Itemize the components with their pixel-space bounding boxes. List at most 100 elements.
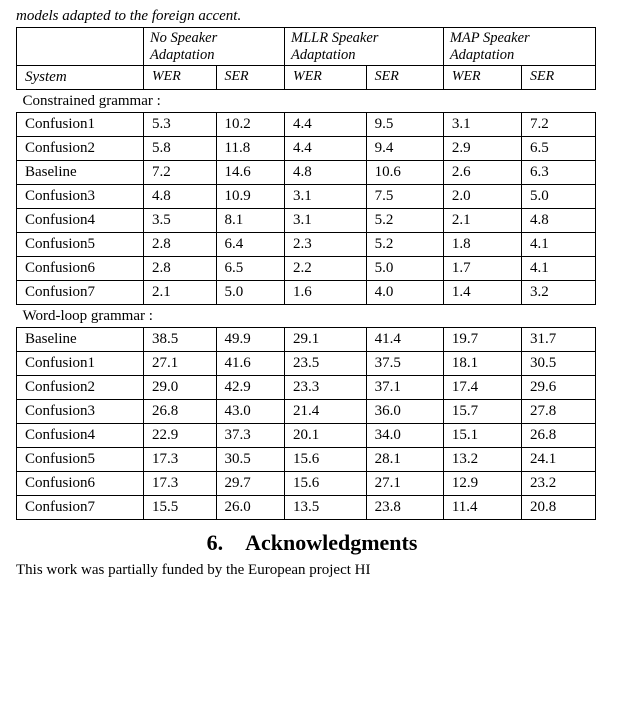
- cell: 23.2: [522, 472, 596, 496]
- cell: 28.1: [366, 448, 443, 472]
- cell: 20.1: [285, 424, 367, 448]
- trailing-text: This work was partially funded by the Eu…: [16, 562, 608, 579]
- cell: 3.5: [144, 209, 217, 233]
- cell: 36.0: [366, 400, 443, 424]
- cell: 15.5: [144, 496, 217, 520]
- cell: 4.8: [522, 209, 596, 233]
- cell: 15.7: [443, 400, 521, 424]
- table-row: Confusion517.330.515.628.113.224.1: [17, 448, 596, 472]
- cell-system: Confusion3: [17, 185, 144, 209]
- header-row-groups: No Speaker Adaptation MLLR Speaker Adapt…: [17, 28, 596, 66]
- results-table: No Speaker Adaptation MLLR Speaker Adapt…: [16, 27, 596, 520]
- cell: 13.5: [285, 496, 367, 520]
- cell: 38.5: [144, 328, 217, 352]
- cell: 4.0: [366, 281, 443, 305]
- cell: 7.2: [144, 161, 217, 185]
- cell: 10.6: [366, 161, 443, 185]
- cell: 49.9: [216, 328, 285, 352]
- cell: 29.0: [144, 376, 217, 400]
- cell: 5.3: [144, 113, 217, 137]
- cell: 1.7: [443, 257, 521, 281]
- cell: 29.6: [522, 376, 596, 400]
- cell: 2.0: [443, 185, 521, 209]
- table-row: Confusion326.843.021.436.015.727.8: [17, 400, 596, 424]
- section-title-1: Word-loop grammar :: [17, 305, 596, 328]
- cell-system: Confusion4: [17, 209, 144, 233]
- cell: 17.4: [443, 376, 521, 400]
- cell: 30.5: [216, 448, 285, 472]
- header-mllr-adapt: MLLR Speaker Adaptation: [285, 28, 444, 66]
- cell: 20.8: [522, 496, 596, 520]
- cell: 6.5: [522, 137, 596, 161]
- cell: 26.8: [522, 424, 596, 448]
- cell: 5.8: [144, 137, 217, 161]
- cell: 23.3: [285, 376, 367, 400]
- cell: 5.0: [216, 281, 285, 305]
- cell: 22.9: [144, 424, 217, 448]
- header-row-sub: System WER SER WER SER WER SER: [17, 66, 596, 90]
- cell: 11.4: [443, 496, 521, 520]
- header-no-adapt: No Speaker Adaptation: [144, 28, 285, 66]
- table-row: Confusion62.86.52.25.01.74.1: [17, 257, 596, 281]
- cell: 6.3: [522, 161, 596, 185]
- cell: 15.1: [443, 424, 521, 448]
- table-row: Confusion127.141.623.537.518.130.5: [17, 352, 596, 376]
- cell: 3.2: [522, 281, 596, 305]
- cell: 37.5: [366, 352, 443, 376]
- table-row: Confusion422.937.320.134.015.126.8: [17, 424, 596, 448]
- sub-ser-1: SER: [366, 66, 443, 90]
- table-row: Confusion52.86.42.35.21.84.1: [17, 233, 596, 257]
- cell: 8.1: [216, 209, 285, 233]
- cell: 41.4: [366, 328, 443, 352]
- section-title-0: Constrained grammar :: [17, 90, 596, 113]
- cell: 42.9: [216, 376, 285, 400]
- table-row: Confusion229.042.923.337.117.429.6: [17, 376, 596, 400]
- cell: 6.5: [216, 257, 285, 281]
- cell: 5.2: [366, 209, 443, 233]
- table-row: Baseline38.549.929.141.419.731.7: [17, 328, 596, 352]
- cell: 27.1: [144, 352, 217, 376]
- section-title-row: Constrained grammar :: [17, 90, 596, 113]
- table-row: Confusion617.329.715.627.112.923.2: [17, 472, 596, 496]
- cell: 2.8: [144, 257, 217, 281]
- cell-system: Confusion2: [17, 376, 144, 400]
- cell: 9.5: [366, 113, 443, 137]
- cell: 26.8: [144, 400, 217, 424]
- cell: 17.3: [144, 472, 217, 496]
- cell: 27.1: [366, 472, 443, 496]
- cell: 1.8: [443, 233, 521, 257]
- cell-system: Confusion3: [17, 400, 144, 424]
- table-row: Confusion15.310.24.49.53.17.2: [17, 113, 596, 137]
- cell: 29.1: [285, 328, 367, 352]
- cell: 15.6: [285, 448, 367, 472]
- cell: 3.1: [285, 209, 367, 233]
- header-blank: [17, 28, 144, 66]
- cell-system: Confusion1: [17, 113, 144, 137]
- section-title-row: Word-loop grammar :: [17, 305, 596, 328]
- cell: 1.6: [285, 281, 367, 305]
- cell: 5.2: [366, 233, 443, 257]
- cell: 3.1: [443, 113, 521, 137]
- table-row: Confusion72.15.01.64.01.43.2: [17, 281, 596, 305]
- table-row: Confusion34.810.93.17.52.05.0: [17, 185, 596, 209]
- header-system: System: [17, 66, 144, 90]
- cell: 2.6: [443, 161, 521, 185]
- cell: 2.3: [285, 233, 367, 257]
- cell: 23.8: [366, 496, 443, 520]
- table-row: Confusion715.526.013.523.811.420.8: [17, 496, 596, 520]
- cell: 1.4: [443, 281, 521, 305]
- cell: 14.6: [216, 161, 285, 185]
- cell: 13.2: [443, 448, 521, 472]
- acknowledgments-heading: 6. Acknowledgments: [16, 530, 608, 556]
- sub-wer-0: WER: [144, 66, 217, 90]
- sub-ser-2: SER: [522, 66, 596, 90]
- cell: 21.4: [285, 400, 367, 424]
- table-row: Confusion25.811.84.49.42.96.5: [17, 137, 596, 161]
- cell: 7.5: [366, 185, 443, 209]
- cell-system: Confusion1: [17, 352, 144, 376]
- cell: 17.3: [144, 448, 217, 472]
- cell: 10.9: [216, 185, 285, 209]
- cell: 9.4: [366, 137, 443, 161]
- cell: 27.8: [522, 400, 596, 424]
- cell: 31.7: [522, 328, 596, 352]
